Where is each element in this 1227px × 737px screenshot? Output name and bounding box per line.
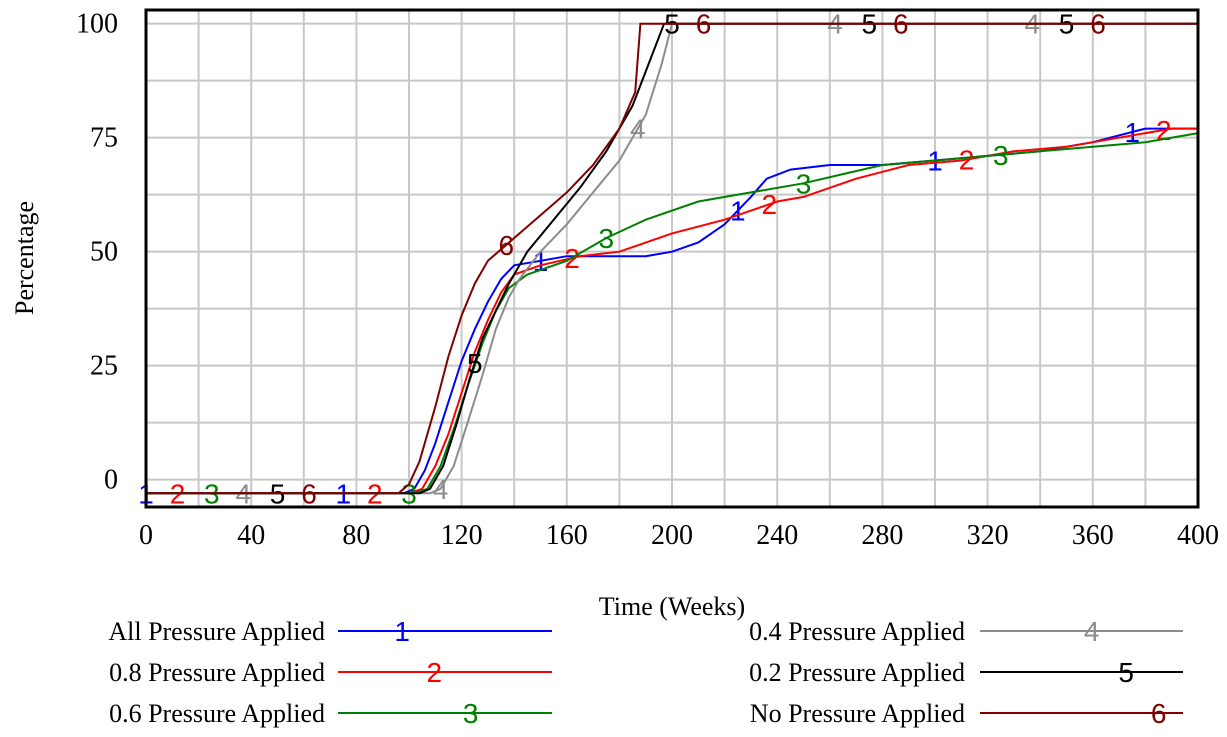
- x-tick-label: 0: [139, 520, 153, 551]
- series-marker-4: 4: [433, 474, 449, 505]
- x-tick-label: 40: [237, 520, 265, 551]
- series-marker-5: 5: [467, 348, 483, 379]
- series-marker-6: 6: [1090, 9, 1106, 40]
- series-line-6: [146, 22, 1198, 495]
- legend-label-6: No Pressure Applied: [750, 699, 965, 728]
- y-axis-title: Percentage: [10, 201, 39, 315]
- x-tick-label: 200: [651, 520, 693, 551]
- series-marker-6: 6: [301, 478, 317, 509]
- x-tick-label: 120: [441, 520, 483, 551]
- legend-marker-2: 2: [427, 657, 443, 688]
- series-marker-3: 3: [993, 140, 1009, 171]
- x-axis-ticks: 0 40 80 120 160 200 240 280 320 360 400: [139, 520, 1219, 551]
- series-marker-2: 2: [959, 145, 975, 176]
- series-marker-2: 2: [1156, 115, 1172, 146]
- legend-label-2: 0.8 Pressure Applied: [109, 658, 325, 687]
- legend-marker-4: 4: [1084, 616, 1100, 647]
- y-tick-label: 25: [90, 351, 118, 382]
- series-line-3: [146, 132, 1199, 495]
- y-tick-label: 75: [90, 123, 118, 154]
- plot-area-frame: [144, 8, 1200, 509]
- legend-label-5: 0.2 Pressure Applied: [749, 658, 965, 687]
- legend-marker-1: 1: [394, 616, 410, 647]
- legend-label-1: All Pressure Applied: [108, 617, 325, 646]
- series-marker-6: 6: [893, 9, 909, 40]
- y-tick-label: 0: [104, 465, 118, 496]
- y-axis-ticks: 0 25 50 75 100: [76, 9, 118, 496]
- series-marker-4: 4: [630, 114, 646, 145]
- series-line-2: [146, 127, 1198, 495]
- legend-label-4: 0.4 Pressure Applied: [749, 617, 965, 646]
- x-tick-label: 360: [1072, 520, 1114, 551]
- x-tick-label: 80: [342, 520, 370, 551]
- legend-marker-5: 5: [1118, 657, 1134, 688]
- x-axis-title: Time (Weeks): [599, 592, 745, 621]
- legend-marker-3: 3: [463, 698, 479, 729]
- series-marker-3: 3: [796, 168, 812, 199]
- series-line-4: [146, 22, 1198, 495]
- x-tick-label: 280: [861, 520, 903, 551]
- x-tick-label: 240: [756, 520, 798, 551]
- series-line-5: [146, 22, 1198, 495]
- series-marker-6: 6: [499, 230, 515, 261]
- y-tick-label: 100: [76, 9, 118, 40]
- x-tick-label: 160: [546, 520, 588, 551]
- y-tick-label: 50: [90, 237, 118, 268]
- legend-label-3: 0.6 Pressure Applied: [109, 699, 325, 728]
- x-tick-label: 320: [967, 520, 1009, 551]
- series-marker-1: 1: [730, 196, 746, 227]
- series-marker-1: 1: [1124, 117, 1140, 148]
- legend: All Pressure Applied 1 0.8 Pressure Applie…: [108, 616, 1183, 729]
- series-marker-6: 6: [696, 9, 712, 40]
- legend-marker-6: 6: [1151, 698, 1167, 729]
- x-tick-label: 400: [1177, 520, 1219, 551]
- grid: [146, 10, 1198, 507]
- series-marker-2: 2: [762, 189, 778, 220]
- series-marker-3: 3: [598, 223, 614, 254]
